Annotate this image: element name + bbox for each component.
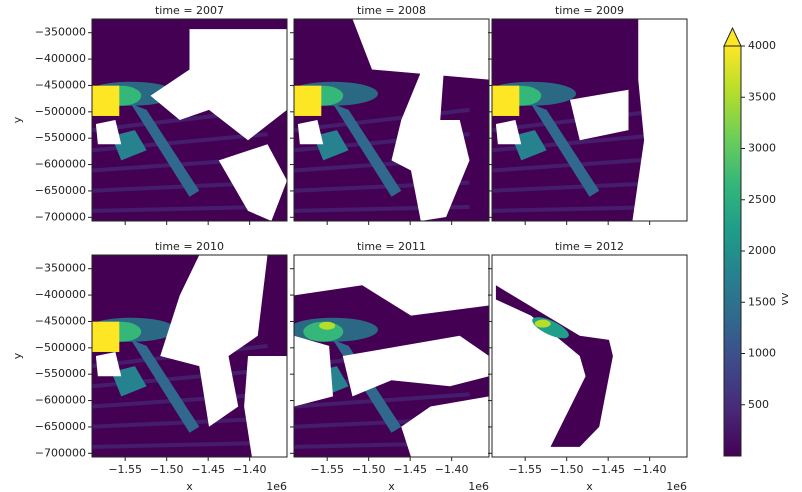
image-region xyxy=(92,322,119,352)
colorbar-tick-label: 1000 xyxy=(748,347,776,360)
x-offset-label: 1e6 xyxy=(266,480,287,492)
y-tick-label: −650000 xyxy=(35,420,86,433)
x-tick-label: −1.40 xyxy=(233,463,267,476)
facet-title: time = 2007 xyxy=(155,4,224,17)
colorbar-tick-label: 2500 xyxy=(748,193,776,206)
x-offset-label: 1e6 xyxy=(468,480,489,492)
y-tick-label: −500000 xyxy=(35,341,86,354)
image-region xyxy=(319,322,335,330)
y-tick-label: −400000 xyxy=(35,52,86,65)
image-hole xyxy=(294,336,333,407)
x-tick-label: −1.50 xyxy=(352,463,386,476)
image-region xyxy=(496,285,613,447)
facet-image xyxy=(86,19,287,221)
image-region xyxy=(492,86,519,116)
colorbar-tick-label: 2000 xyxy=(748,244,776,257)
facet-image xyxy=(288,255,489,457)
y-tick-label: −650000 xyxy=(35,184,86,197)
facet-title: time = 2011 xyxy=(357,240,426,253)
x-offset-label: 1e6 xyxy=(666,480,687,492)
y-tick-label: −350000 xyxy=(35,262,86,275)
y-tick-label: −500000 xyxy=(35,105,86,118)
image-region xyxy=(535,320,551,328)
y-tick-label: −450000 xyxy=(35,314,86,327)
facet-title: time = 2010 xyxy=(155,240,224,253)
image-hole xyxy=(244,356,287,457)
x-tick-label: −1.45 xyxy=(191,463,225,476)
colorbar-tick-label: 3000 xyxy=(748,142,776,155)
colorbar xyxy=(724,46,741,456)
y-tick-label: −550000 xyxy=(35,131,86,144)
y-tick-label: −450000 xyxy=(35,78,86,91)
y-tick-label: −400000 xyxy=(35,288,86,301)
image-region xyxy=(92,86,119,116)
facet-title: time = 2012 xyxy=(555,240,624,253)
x-tick-label: −1.55 xyxy=(310,463,344,476)
x-tick-label: −1.45 xyxy=(393,463,427,476)
x-tick-label: −1.40 xyxy=(633,463,667,476)
y-axis-label: y xyxy=(11,116,24,123)
colorbar-extend xyxy=(724,28,741,46)
facet-title: time = 2009 xyxy=(555,4,624,17)
y-tick-label: −350000 xyxy=(35,26,86,39)
facet-image xyxy=(486,19,687,221)
facet-title: time = 2008 xyxy=(357,4,426,17)
y-tick-label: −700000 xyxy=(35,210,86,223)
x-axis-label: x xyxy=(586,480,593,492)
image-region xyxy=(294,86,321,116)
facet-image xyxy=(288,19,489,221)
facet-image xyxy=(86,255,287,457)
x-tick-label: −1.55 xyxy=(108,463,142,476)
colorbar-tick-label: 500 xyxy=(748,398,769,411)
colorbar-label: vv xyxy=(778,292,791,306)
x-axis-label: x xyxy=(186,480,193,492)
y-axis-label: y xyxy=(11,352,24,359)
x-axis-label: x xyxy=(388,480,395,492)
y-tick-label: −600000 xyxy=(35,158,86,171)
facet-image xyxy=(496,285,613,447)
x-tick-label: −1.50 xyxy=(150,463,184,476)
colorbar-tick-label: 4000 xyxy=(748,39,776,52)
x-tick-label: −1.45 xyxy=(591,463,625,476)
x-tick-label: −1.55 xyxy=(508,463,542,476)
x-tick-label: −1.40 xyxy=(435,463,469,476)
y-tick-label: −550000 xyxy=(35,367,86,380)
y-tick-label: −700000 xyxy=(35,446,86,459)
colorbar-tick-label: 3500 xyxy=(748,90,776,103)
chart: vv time = 2007 −350000 −400000 −450000 −5000… xyxy=(0,0,802,492)
y-tick-label: −600000 xyxy=(35,394,86,407)
colorbar-tick-label: 1500 xyxy=(748,295,776,308)
x-tick-label: −1.50 xyxy=(550,463,584,476)
